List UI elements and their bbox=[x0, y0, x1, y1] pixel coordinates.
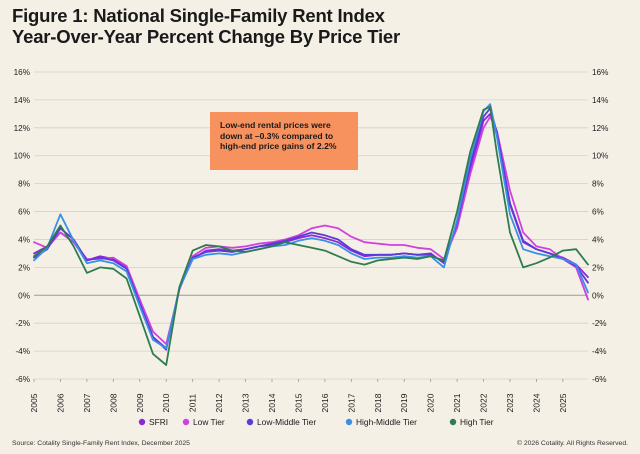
annotation-text: Low-end rental prices were down at –0.3%… bbox=[220, 120, 337, 152]
series-line-high-middle-tier bbox=[33, 103, 589, 350]
y-tick-label-left: 10% bbox=[14, 152, 30, 161]
chart-title-line2: Year-Over-Year Percent Change By Price T… bbox=[12, 26, 400, 47]
y-tick-label-right: 2% bbox=[592, 263, 604, 272]
x-tick-label: 2021 bbox=[452, 393, 462, 412]
y-tick-label-right: 10% bbox=[592, 152, 608, 161]
y-tick-label-left: 16% bbox=[14, 68, 30, 77]
y-tick-label-left: -4% bbox=[15, 347, 30, 356]
y-tick-label-right: -4% bbox=[592, 347, 607, 356]
x-tick-label: 2015 bbox=[293, 393, 303, 412]
y-tick-label-right: 16% bbox=[592, 68, 608, 77]
x-tick-label: 2018 bbox=[373, 393, 383, 412]
legend-marker bbox=[449, 418, 457, 426]
x-tick-label: 2005 bbox=[29, 393, 39, 412]
legend-marker bbox=[182, 418, 190, 426]
legend-marker bbox=[345, 418, 353, 426]
y-tick-label-right: 6% bbox=[592, 208, 604, 217]
y-tick-label-left: 2% bbox=[18, 263, 30, 272]
y-tick-label-left: 12% bbox=[14, 124, 30, 133]
series-line-high-tier bbox=[33, 106, 589, 366]
x-tick-label: 2011 bbox=[188, 394, 198, 413]
legend-label: Low-Middle Tier bbox=[257, 417, 316, 427]
copyright-note: © 2026 Cotality. All Rights Reserved. bbox=[516, 440, 628, 447]
legend-marker bbox=[246, 418, 254, 426]
y-tick-label-left: -2% bbox=[15, 319, 30, 328]
y-tick-label-right: 14% bbox=[592, 96, 608, 105]
x-tick-label: 2019 bbox=[399, 393, 409, 412]
y-tick-label-left: -6% bbox=[15, 375, 30, 384]
chart-title-line1: Figure 1: National Single-Family Rent In… bbox=[12, 5, 385, 26]
y-tick-label-right: 8% bbox=[592, 180, 604, 189]
x-tick-label: 2009 bbox=[135, 393, 145, 412]
x-tick-label: 2020 bbox=[426, 393, 436, 412]
y-tick-label-right: -2% bbox=[592, 319, 607, 328]
x-tick-label: 2006 bbox=[55, 393, 65, 412]
legend-label: SFRI bbox=[149, 417, 168, 427]
x-tick-label: 2023 bbox=[505, 393, 515, 412]
legend-label: Low Tier bbox=[193, 417, 225, 427]
x-tick-label: 2012 bbox=[214, 393, 224, 412]
x-tick-label: 2013 bbox=[241, 393, 251, 412]
x-tick-label: 2008 bbox=[108, 393, 118, 412]
y-tick-label-left: 0% bbox=[18, 291, 30, 300]
y-tick-label-right: 4% bbox=[592, 235, 604, 244]
y-tick-label-left: 4% bbox=[18, 235, 30, 244]
x-tick-label: 2014 bbox=[267, 393, 277, 412]
legend-marker bbox=[138, 418, 146, 426]
x-tick-label: 2025 bbox=[558, 393, 568, 412]
legend-label: High-Middle Tier bbox=[356, 417, 417, 427]
y-tick-label-left: 6% bbox=[18, 208, 30, 217]
x-tick-label: 2007 bbox=[82, 393, 92, 412]
x-tick-label: 2022 bbox=[479, 393, 489, 412]
source-note: Source: Cotality Single-Family Rent Inde… bbox=[12, 440, 190, 447]
legend-label: High Tier bbox=[460, 417, 494, 427]
y-tick-label-right: -6% bbox=[592, 375, 607, 384]
y-tick-label-right: 0% bbox=[592, 291, 604, 300]
x-tick-label: 2024 bbox=[531, 393, 541, 412]
x-tick-label: 2017 bbox=[346, 393, 356, 412]
x-tick-label: 2010 bbox=[161, 393, 171, 412]
annotation-callout: Low-end rental prices were down at –0.3%… bbox=[210, 112, 358, 170]
y-tick-label-left: 14% bbox=[14, 96, 30, 105]
x-tick-label: 2016 bbox=[320, 393, 330, 412]
y-tick-label-left: 8% bbox=[18, 180, 30, 189]
y-tick-label-right: 12% bbox=[592, 124, 608, 133]
